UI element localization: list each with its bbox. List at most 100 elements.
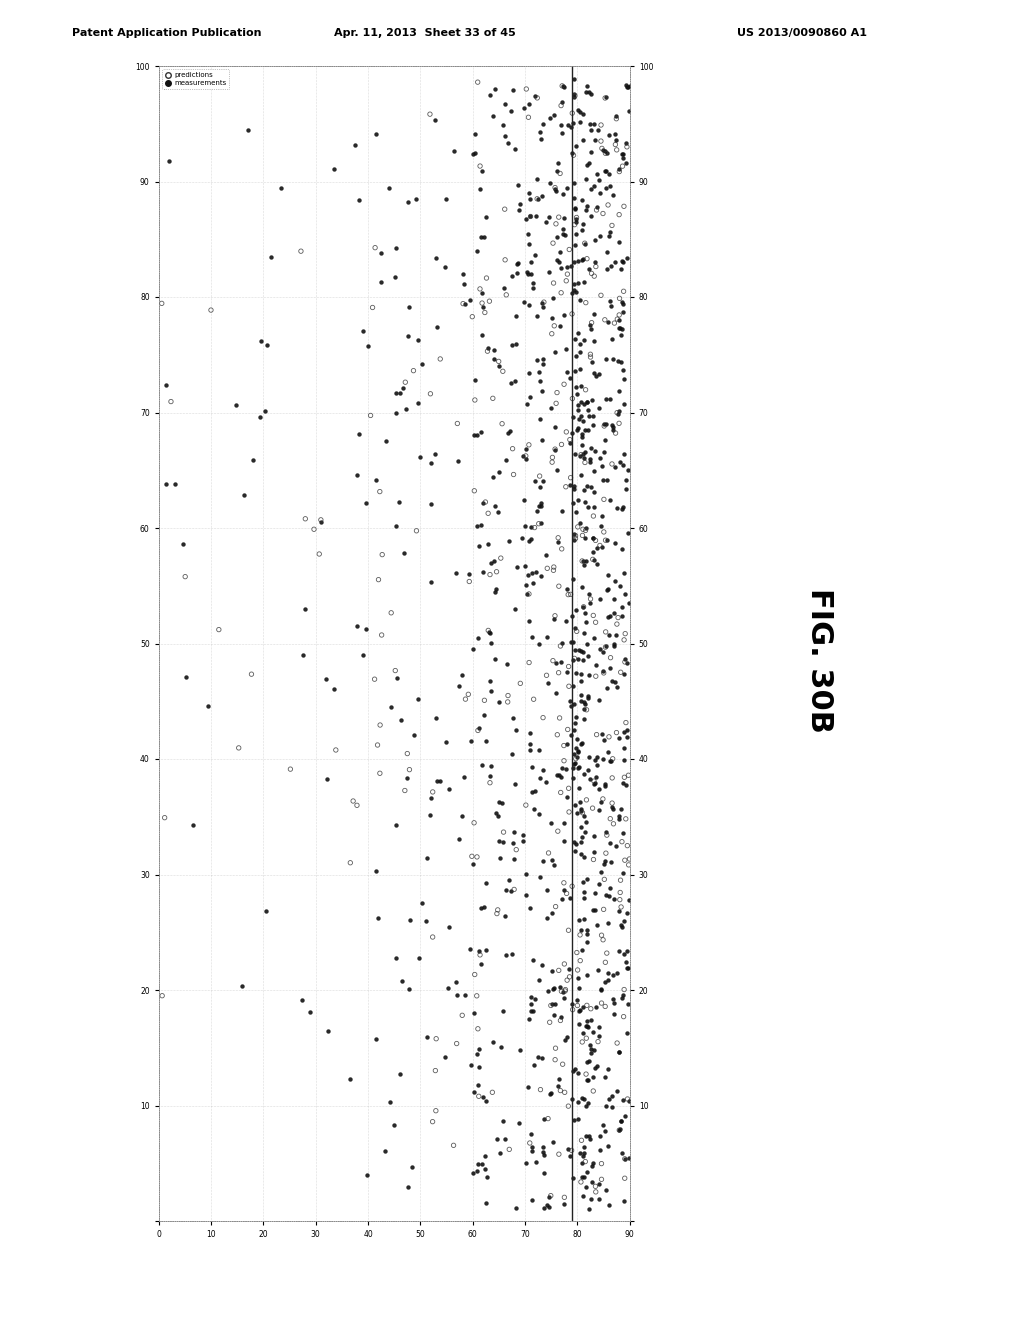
Point (587, 230, 603, 251)
Point (597, 851, 613, 873)
Point (558, 578, 574, 599)
Point (572, 640, 589, 661)
Point (484, 467, 501, 488)
Point (612, 661, 629, 682)
Point (572, 1171, 589, 1192)
Point (580, 400, 596, 421)
Point (570, 649, 587, 671)
Point (573, 1086, 590, 1107)
Point (529, 189, 546, 210)
Point (327, 678, 343, 700)
Point (618, 247, 635, 268)
Point (422, 383, 438, 404)
Point (522, 722, 539, 743)
Point (532, 1078, 549, 1100)
Point (556, 77, 572, 98)
Point (469, 1044, 485, 1065)
Point (583, 84, 599, 106)
Point (586, 331, 602, 352)
Point (603, 414, 620, 436)
Point (577, 420, 593, 441)
Point (482, 766, 499, 787)
Point (612, 317, 629, 338)
Point (553, 1007, 569, 1028)
Point (568, 224, 585, 246)
Point (546, 104, 562, 125)
Point (558, 661, 574, 682)
Point (477, 1090, 494, 1111)
Point (591, 1026, 607, 1047)
Point (589, 755, 605, 776)
Point (604, 215, 621, 236)
Point (573, 940, 590, 961)
Point (387, 516, 403, 537)
Point (558, 883, 574, 904)
Point (345, 791, 361, 812)
Point (482, 84, 499, 106)
Point (590, 119, 606, 140)
Point (566, 752, 583, 774)
Point (497, 249, 513, 271)
Point (473, 953, 489, 974)
Point (522, 206, 539, 227)
Point (577, 232, 593, 253)
Point (570, 395, 587, 416)
Point (517, 574, 534, 595)
Point (429, 771, 445, 792)
Point (544, 993, 560, 1014)
Point (577, 527, 593, 548)
Point (409, 520, 425, 541)
Point (473, 421, 489, 442)
Point (582, 746, 598, 767)
Point (597, 177, 613, 198)
Point (606, 603, 623, 624)
Point (564, 632, 581, 653)
Point (467, 370, 483, 391)
Point (567, 282, 584, 304)
Point (621, 593, 637, 614)
Point (558, 271, 574, 292)
Point (454, 805, 470, 826)
Point (572, 512, 589, 533)
Point (349, 615, 366, 636)
Point (397, 372, 414, 393)
Point (517, 449, 534, 470)
Point (575, 129, 592, 150)
Point (573, 405, 590, 426)
Point (558, 421, 574, 442)
Point (556, 1187, 572, 1208)
Point (574, 550, 591, 572)
Point (489, 899, 506, 920)
Point (567, 528, 584, 549)
Point (592, 447, 608, 469)
Point (428, 1100, 444, 1121)
Point (389, 668, 406, 689)
Point (597, 160, 613, 181)
Point (554, 75, 570, 96)
Point (244, 664, 260, 685)
Point (531, 409, 548, 430)
Point (561, 239, 578, 260)
Point (510, 1113, 526, 1134)
Point (592, 589, 608, 610)
Point (449, 1034, 465, 1055)
Point (543, 1185, 559, 1206)
Point (568, 502, 585, 523)
Point (517, 516, 534, 537)
Point (551, 663, 567, 684)
Point (616, 767, 633, 788)
Point (578, 1015, 594, 1036)
Point (558, 611, 574, 632)
Point (575, 272, 592, 293)
Point (400, 326, 417, 347)
Point (613, 539, 630, 560)
Point (493, 548, 509, 569)
Point (602, 605, 618, 626)
Point (583, 998, 599, 1019)
Point (598, 529, 614, 550)
Point (383, 697, 399, 718)
Point (579, 869, 595, 890)
Point (562, 429, 579, 450)
Point (312, 512, 329, 533)
Point (593, 979, 609, 1001)
